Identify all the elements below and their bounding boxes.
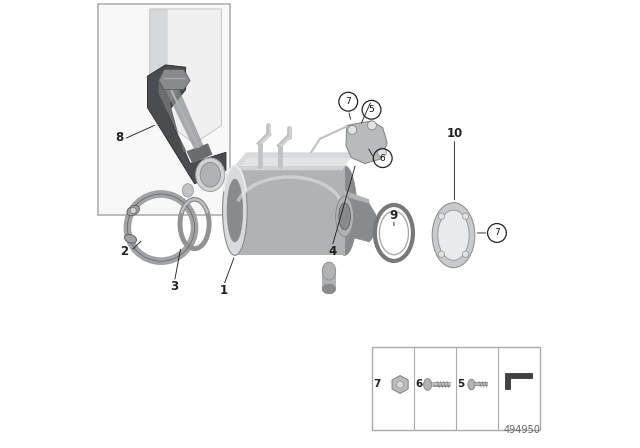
Polygon shape — [338, 188, 369, 233]
Ellipse shape — [182, 184, 193, 197]
Ellipse shape — [223, 166, 247, 255]
Polygon shape — [235, 152, 353, 166]
Circle shape — [463, 251, 468, 257]
Ellipse shape — [432, 202, 475, 268]
Circle shape — [438, 251, 445, 257]
Text: 3: 3 — [170, 280, 179, 293]
Text: 7: 7 — [373, 379, 381, 389]
Text: 7: 7 — [346, 97, 351, 106]
Ellipse shape — [227, 179, 243, 242]
Polygon shape — [150, 9, 221, 143]
Polygon shape — [147, 65, 226, 184]
Circle shape — [397, 381, 404, 388]
Circle shape — [438, 213, 445, 220]
Text: 8: 8 — [115, 131, 124, 145]
Text: 4: 4 — [328, 245, 336, 258]
Circle shape — [348, 125, 356, 134]
Polygon shape — [505, 373, 532, 389]
Circle shape — [463, 213, 468, 220]
Text: 9: 9 — [390, 208, 398, 222]
Polygon shape — [163, 78, 204, 150]
Text: 2: 2 — [120, 245, 128, 258]
Ellipse shape — [438, 210, 469, 260]
Text: 10: 10 — [446, 127, 463, 140]
Ellipse shape — [127, 206, 140, 215]
Ellipse shape — [336, 196, 353, 237]
Polygon shape — [159, 69, 190, 90]
Ellipse shape — [322, 284, 336, 294]
Circle shape — [367, 121, 376, 130]
Polygon shape — [237, 158, 351, 170]
Ellipse shape — [196, 158, 225, 192]
Text: 6: 6 — [415, 379, 422, 389]
Polygon shape — [344, 197, 376, 242]
Polygon shape — [150, 9, 168, 121]
Ellipse shape — [124, 234, 136, 243]
Ellipse shape — [200, 162, 220, 187]
Ellipse shape — [322, 262, 336, 280]
Text: 6: 6 — [380, 154, 385, 163]
Polygon shape — [235, 166, 344, 255]
Text: 494950: 494950 — [504, 426, 540, 435]
Ellipse shape — [468, 379, 475, 390]
Text: 5: 5 — [369, 105, 374, 114]
Circle shape — [130, 207, 136, 214]
Polygon shape — [346, 121, 387, 164]
Ellipse shape — [332, 166, 357, 255]
Polygon shape — [159, 72, 212, 164]
Ellipse shape — [424, 379, 432, 390]
Text: 1: 1 — [220, 284, 228, 297]
Bar — [98, 4, 230, 215]
Text: 5: 5 — [457, 379, 465, 389]
Circle shape — [378, 148, 387, 157]
Text: 7: 7 — [494, 228, 500, 237]
Bar — [371, 347, 540, 430]
Polygon shape — [323, 271, 335, 289]
Ellipse shape — [339, 203, 351, 230]
Polygon shape — [392, 375, 408, 393]
